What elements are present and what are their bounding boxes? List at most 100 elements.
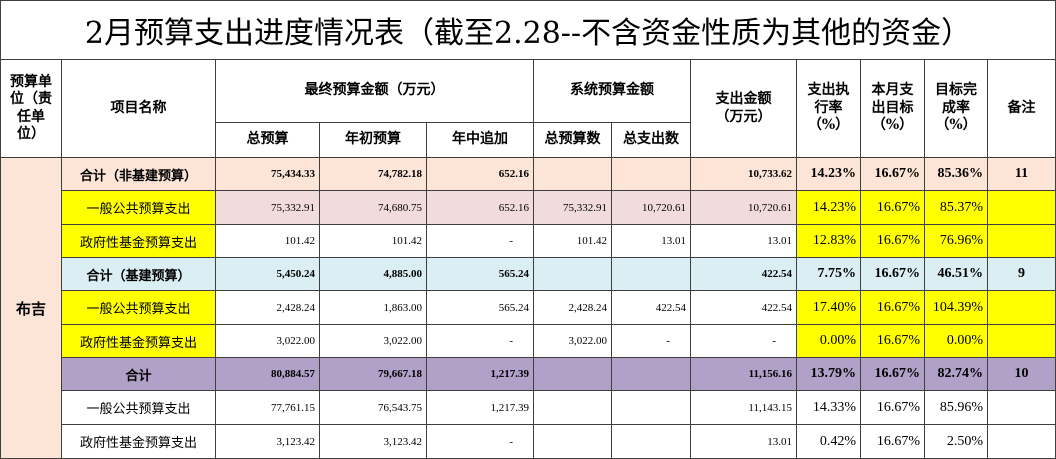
execution-rate-cell: 14.33% — [797, 391, 861, 425]
mid-year-addition-cell: - — [427, 325, 534, 358]
header-final-budget: 最终预算金额（万元） — [216, 60, 534, 123]
monthly-target-cell: 16.67% — [861, 358, 925, 391]
initial-budget-cell: 4,885.00 — [320, 258, 427, 291]
header-system-total-spent: 总支出数 — [612, 123, 691, 158]
header-execution-rate-label: 支出执行率（%） — [807, 82, 850, 134]
remark-cell — [988, 191, 1056, 225]
spent-amount-cell: 422.54 — [691, 258, 797, 291]
project-name-cell: 政府性基金预算支出 — [62, 325, 216, 358]
remark-cell: 9 — [988, 258, 1056, 291]
total-budget-cell: 75,434.33 — [216, 158, 320, 191]
header-total-budget: 总预算 — [216, 123, 320, 158]
mid-year-addition-cell: 1,217.39 — [427, 391, 534, 425]
target-completion-cell: 76.96% — [925, 225, 988, 258]
spent-amount-cell: 11,143.15 — [691, 391, 797, 425]
total-budget-cell: 77,761.15 — [216, 391, 320, 425]
initial-budget-cell: 74,680.75 — [320, 191, 427, 225]
target-completion-cell: 85.36% — [925, 158, 988, 191]
project-name-cell: 政府性基金预算支出 — [62, 225, 216, 258]
header-system-budget: 系统预算金额 — [534, 60, 691, 123]
system-total-budget-cell — [534, 258, 612, 291]
remark-cell — [988, 425, 1056, 459]
total-budget-cell: 75,332.91 — [216, 191, 320, 225]
target-completion-cell: 104.39% — [925, 291, 988, 325]
initial-budget-cell: 74,782.18 — [320, 158, 427, 191]
target-completion-cell: 46.51% — [925, 258, 988, 291]
total-budget-cell: 5,450.24 — [216, 258, 320, 291]
header-spent-amount-label: 支出金额（万元） — [715, 91, 772, 125]
remark-cell: 10 — [988, 358, 1056, 391]
execution-rate-cell: 12.83% — [797, 225, 861, 258]
monthly-target-cell: 16.67% — [861, 425, 925, 459]
mid-year-addition-cell: - — [427, 425, 534, 459]
system-total-budget-cell — [534, 425, 612, 459]
system-total-budget-cell — [534, 391, 612, 425]
remark-cell — [988, 225, 1056, 258]
system-total-spent-cell — [612, 158, 691, 191]
initial-budget-cell: 101.42 — [320, 225, 427, 258]
system-total-budget-cell: 3,022.00 — [534, 325, 612, 358]
header-monthly-target-label: 本月支出目标（%） — [871, 82, 914, 134]
system-total-spent-cell: - — [612, 325, 691, 358]
execution-rate-cell: 0.42% — [797, 425, 861, 459]
total-budget-cell: 2,428.24 — [216, 291, 320, 325]
header-initial-budget: 年初预算 — [320, 123, 427, 158]
monthly-target-cell: 16.67% — [861, 191, 925, 225]
target-completion-cell: 2.50% — [925, 425, 988, 459]
monthly-target-cell: 16.67% — [861, 291, 925, 325]
remark-cell — [988, 291, 1056, 325]
spent-amount-cell: 422.54 — [691, 291, 797, 325]
execution-rate-cell: 7.75% — [797, 258, 861, 291]
project-name-cell: 合计（基建预算） — [62, 258, 216, 291]
system-total-spent-cell: 13.01 — [612, 225, 691, 258]
initial-budget-cell: 3,123.42 — [320, 425, 427, 459]
header-execution-rate: 支出执行率（%） — [797, 60, 861, 158]
system-total-budget-cell — [534, 158, 612, 191]
initial-budget-cell: 3,022.00 — [320, 325, 427, 358]
unit-name-cell: 布吉 — [0, 158, 62, 459]
monthly-target-cell: 16.67% — [861, 391, 925, 425]
project-name-cell: 一般公共预算支出 — [62, 191, 216, 225]
total-budget-cell: 101.42 — [216, 225, 320, 258]
table-title: 2月预算支出进度情况表（截至2.28--不含资金性质为其他的资金） — [0, 0, 1056, 60]
header-unit: 预算单位（责任单位） — [0, 60, 62, 158]
header-unit-label: 预算单位（责任单位） — [10, 73, 52, 143]
total-budget-cell: 3,123.42 — [216, 425, 320, 459]
total-budget-cell: 3,022.00 — [216, 325, 320, 358]
target-completion-cell: 82.74% — [925, 358, 988, 391]
project-name-cell: 合计（非基建预算） — [62, 158, 216, 191]
header-target-completion: 目标完成率（%） — [925, 60, 988, 158]
execution-rate-cell: 0.00% — [797, 325, 861, 358]
execution-rate-cell: 14.23% — [797, 158, 861, 191]
system-total-spent-cell — [612, 425, 691, 459]
mid-year-addition-cell: 1,217.39 — [427, 358, 534, 391]
system-total-budget-cell: 75,332.91 — [534, 191, 612, 225]
system-total-budget-cell — [534, 358, 612, 391]
project-name-cell: 政府性基金预算支出 — [62, 425, 216, 459]
target-completion-cell: 85.96% — [925, 391, 988, 425]
mid-year-addition-cell: 565.24 — [427, 291, 534, 325]
monthly-target-cell: 16.67% — [861, 225, 925, 258]
target-completion-cell: 0.00% — [925, 325, 988, 358]
remark-cell: 11 — [988, 158, 1056, 191]
execution-rate-cell: 13.79% — [797, 358, 861, 391]
system-total-budget-cell: 2,428.24 — [534, 291, 612, 325]
target-completion-cell: 85.37% — [925, 191, 988, 225]
header-spent-amount: 支出金额（万元） — [691, 60, 797, 158]
initial-budget-cell: 79,667.18 — [320, 358, 427, 391]
header-target-completion-label: 目标完成率（%） — [935, 82, 977, 134]
system-total-spent-cell: 422.54 — [612, 291, 691, 325]
mid-year-addition-cell: 652.16 — [427, 158, 534, 191]
header-project-name: 项目名称 — [62, 60, 216, 158]
project-name-cell: 一般公共预算支出 — [62, 291, 216, 325]
system-total-budget-cell: 101.42 — [534, 225, 612, 258]
mid-year-addition-cell: 652.16 — [427, 191, 534, 225]
project-name-cell: 合计 — [62, 358, 216, 391]
monthly-target-cell: 16.67% — [861, 325, 925, 358]
system-total-spent-cell — [612, 358, 691, 391]
execution-rate-cell: 14.23% — [797, 191, 861, 225]
header-system-total-budget: 总预算数 — [534, 123, 612, 158]
system-total-spent-cell — [612, 258, 691, 291]
remark-cell — [988, 325, 1056, 358]
initial-budget-cell: 1,863.00 — [320, 291, 427, 325]
